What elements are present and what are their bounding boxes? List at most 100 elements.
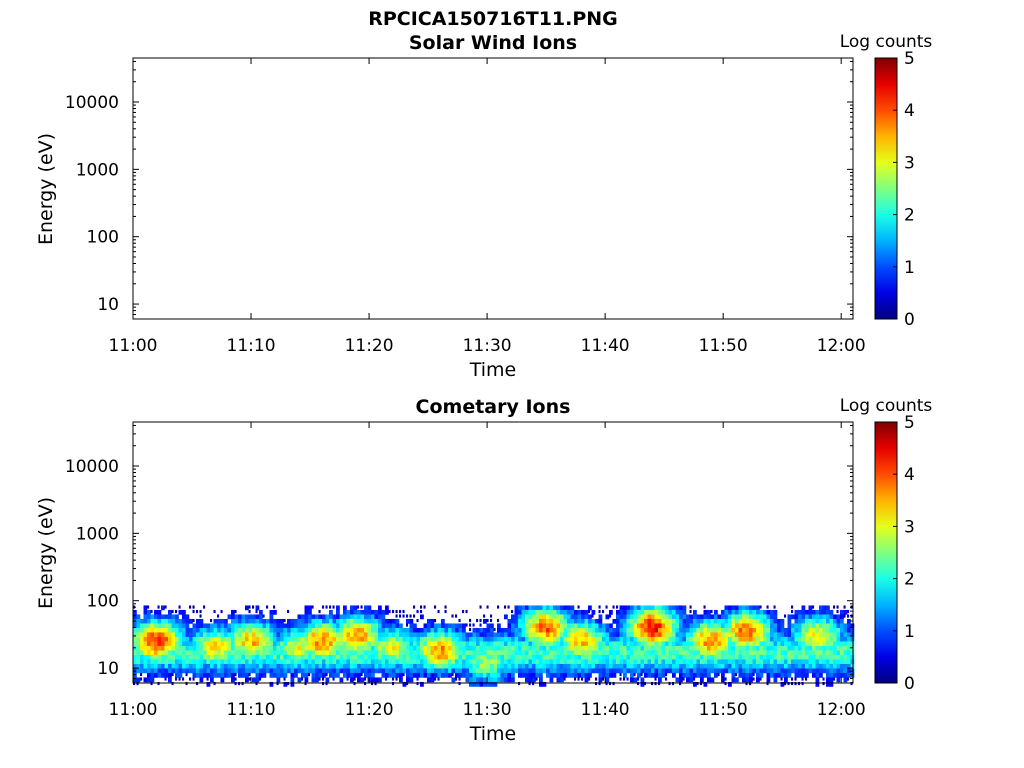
heatmap-cell	[518, 672, 522, 678]
heatmap-cell	[819, 614, 823, 620]
heatmap-cell	[798, 672, 802, 678]
heatmap-cell	[539, 641, 543, 647]
heatmap-cell	[325, 618, 330, 624]
heatmap-cell	[175, 623, 179, 629]
heatmap-cell	[630, 677, 634, 683]
heatmap-cell	[199, 654, 204, 660]
heatmap-cell	[252, 614, 256, 620]
heatmap-cell	[304, 677, 309, 683]
heatmap-cell	[668, 627, 673, 633]
heatmap-cell	[700, 645, 704, 651]
heatmap-cell	[535, 650, 540, 656]
heatmap-cell	[462, 659, 466, 665]
heatmap-cell	[178, 668, 183, 674]
heatmap-cell	[661, 654, 666, 660]
heatmap-cell	[479, 663, 484, 669]
heatmap-cell	[752, 623, 757, 629]
heatmap-cell	[731, 672, 736, 678]
heatmap-cell	[395, 672, 400, 678]
heatmap-cell	[157, 605, 160, 609]
heatmap-cell	[332, 645, 337, 651]
heatmap-cell	[581, 632, 585, 638]
heatmap-cell	[840, 632, 844, 638]
heatmap-cell	[451, 614, 454, 618]
heatmap-cell	[357, 614, 361, 620]
heatmap-cell	[308, 627, 312, 633]
heatmap-cell	[199, 641, 204, 647]
heatmap-cell	[154, 614, 158, 620]
heatmap-cell	[689, 654, 694, 660]
heatmap-cell	[420, 636, 424, 642]
heatmap-cell	[651, 672, 655, 678]
heatmap-cell	[602, 659, 606, 665]
heatmap-cell	[133, 609, 137, 615]
heatmap-cell	[231, 668, 235, 674]
heatmap-cell	[570, 627, 575, 633]
heatmap-cell	[374, 645, 379, 651]
heatmap-cell	[637, 609, 641, 615]
heatmap-cell	[717, 650, 722, 656]
heatmap-cell	[609, 654, 613, 660]
heatmap-cell	[150, 623, 155, 629]
heatmap-cell	[325, 623, 330, 629]
heatmap-cell	[455, 627, 459, 633]
heatmap-cell	[735, 645, 739, 651]
heatmap-cell	[728, 632, 732, 638]
heatmap-cell	[742, 636, 746, 642]
heatmap-cell	[371, 672, 375, 678]
heatmap-cell	[245, 659, 249, 665]
heatmap-cell	[794, 659, 799, 665]
heatmap-cell	[798, 681, 801, 686]
heatmap-cell	[836, 672, 841, 678]
heatmap-cell	[847, 663, 851, 669]
heatmap-cell	[703, 641, 708, 647]
heatmap-cell	[276, 672, 281, 678]
heatmap-cell	[644, 650, 648, 656]
heatmap-cell	[437, 672, 442, 678]
heatmap-cell	[374, 659, 379, 665]
heatmap-cell	[738, 618, 743, 624]
heatmap-cell	[686, 641, 690, 647]
heatmap-cell	[136, 659, 141, 665]
heatmap-cell	[763, 623, 767, 629]
heatmap-cell	[686, 627, 690, 633]
heatmap-cell	[245, 636, 249, 642]
heatmap-cell	[588, 636, 592, 642]
heatmap-cell	[812, 650, 816, 656]
heatmap-cell	[238, 627, 242, 633]
heatmap-cell	[500, 632, 505, 638]
heatmap-cell	[612, 668, 617, 674]
heatmap-cell	[290, 650, 295, 656]
heatmap-cell	[175, 641, 179, 647]
heatmap-cell	[829, 627, 834, 633]
heatmap-cell	[665, 672, 668, 677]
heatmap-cell	[472, 681, 477, 687]
heatmap-cell	[654, 632, 659, 638]
heatmap-cell	[777, 668, 781, 674]
heatmap-cell	[728, 623, 732, 629]
heatmap-cell	[815, 641, 820, 647]
heatmap-cell	[224, 645, 228, 651]
heatmap-cell	[777, 623, 781, 629]
heatmap-cell	[350, 654, 354, 660]
heatmap-cell	[577, 663, 582, 669]
heatmap-cell	[749, 623, 753, 629]
heatmap-cell	[392, 636, 396, 642]
heatmap-cell	[381, 623, 386, 629]
heatmap-cell	[301, 641, 305, 647]
heatmap-cell	[444, 659, 449, 665]
heatmap-cell	[469, 618, 472, 623]
heatmap-cell	[486, 654, 491, 660]
heatmap-cell	[192, 632, 197, 638]
heatmap-cell	[570, 632, 575, 638]
heatmap-cell	[441, 650, 445, 656]
heatmap-cell	[192, 668, 197, 674]
heatmap-cell	[479, 668, 484, 674]
heatmap-cell	[136, 677, 141, 683]
heatmap-cell	[612, 645, 617, 651]
heatmap-cell	[780, 645, 785, 651]
heatmap-cell	[616, 605, 619, 609]
heatmap-cell	[346, 636, 351, 642]
heatmap-cell	[787, 681, 790, 686]
heatmap-cell	[185, 636, 190, 642]
